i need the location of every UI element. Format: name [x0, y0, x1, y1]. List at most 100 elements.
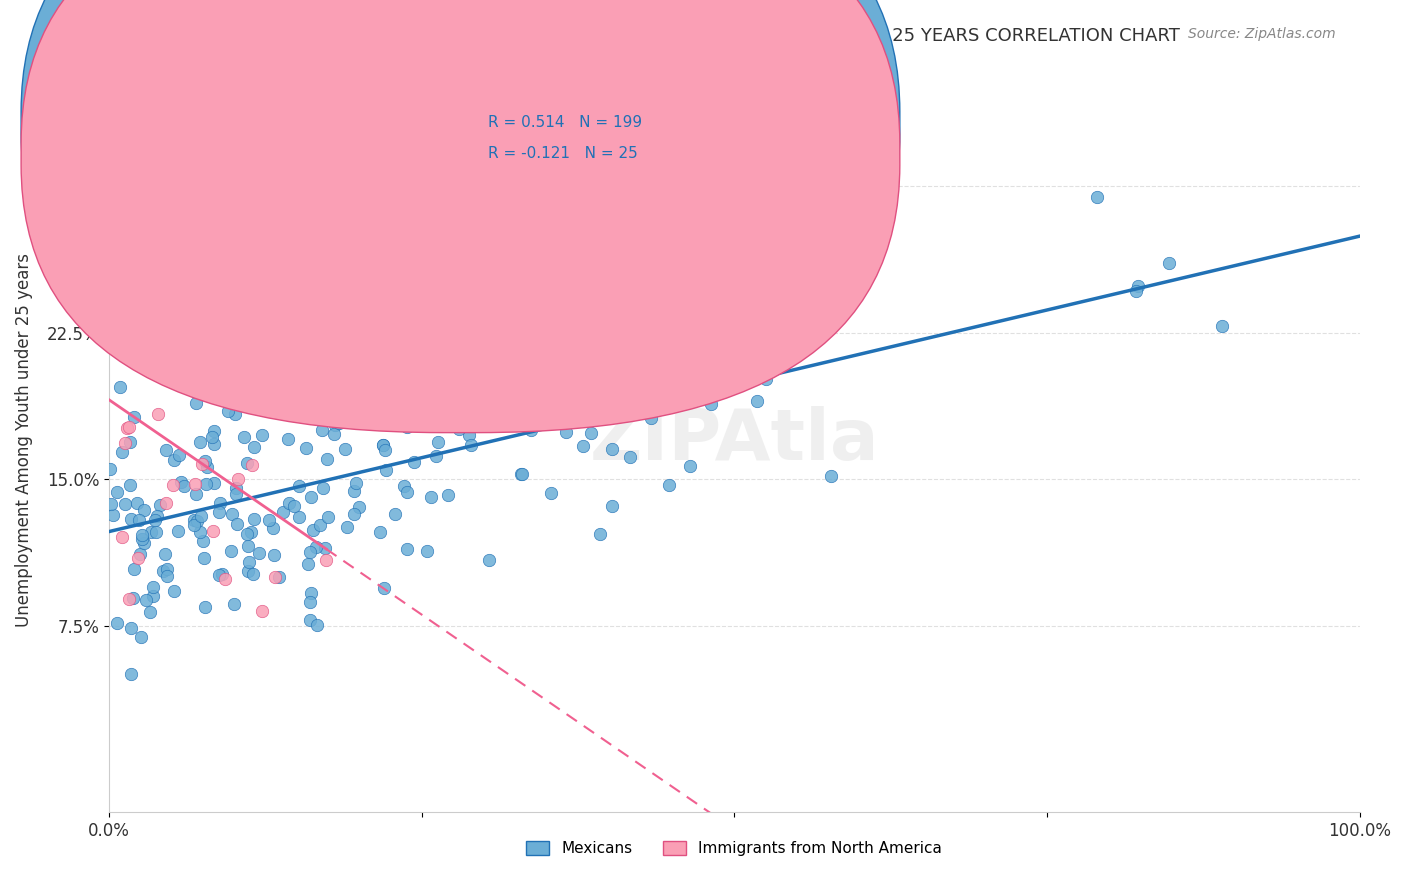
Mexicans [107, 485, 129, 500]
Mexicans [420, 402, 443, 417]
Mexicans [236, 526, 259, 541]
Mexicans [225, 481, 247, 495]
Immigrants from North America [111, 530, 134, 544]
Immigrants from North America [98, 325, 121, 339]
Mexicans [100, 497, 122, 511]
Mexicans [619, 450, 641, 465]
Mexicans [278, 496, 301, 510]
Mexicans [167, 448, 190, 462]
Mexicans [139, 524, 162, 539]
Mexicans [510, 467, 533, 481]
Mexicans [426, 434, 449, 449]
Immigrants from North America [226, 472, 249, 486]
Mexicans [217, 404, 239, 418]
Mexicans [120, 621, 142, 635]
Mexicans [243, 512, 266, 526]
Mexicans [478, 552, 501, 566]
Legend: Mexicans, Immigrants from North America: Mexicans, Immigrants from North America [519, 833, 950, 863]
Mexicans [141, 590, 163, 604]
Mexicans [127, 496, 149, 510]
Mexicans [314, 541, 336, 556]
Mexicans [396, 420, 419, 434]
Mexicans [202, 437, 225, 451]
Mexicans [170, 475, 193, 489]
Mexicans [679, 459, 702, 474]
Mexicans [329, 336, 352, 351]
Mexicans [820, 469, 842, 483]
Immigrants from North America [252, 604, 274, 618]
Immigrants from North America [114, 435, 136, 450]
Mexicans [134, 503, 156, 517]
Mexicans [103, 508, 125, 522]
Mexicans [299, 586, 322, 600]
Mexicans [449, 422, 471, 436]
Mexicans [238, 565, 260, 579]
Mexicans [589, 526, 612, 541]
Text: R = 0.514   N = 199: R = 0.514 N = 199 [488, 115, 643, 129]
Mexicans [204, 424, 226, 438]
Mexicans [307, 401, 329, 416]
Mexicans [225, 368, 247, 383]
Mexicans [120, 667, 142, 681]
Mexicans [419, 490, 441, 504]
Mexicans [579, 426, 602, 441]
Mexicans [516, 417, 538, 432]
Mexicans [256, 375, 278, 389]
Mexicans [273, 504, 295, 518]
Mexicans [194, 599, 217, 614]
Mexicans [219, 544, 242, 558]
Mexicans [323, 427, 346, 442]
Mexicans [404, 455, 426, 469]
Mexicans [247, 546, 270, 560]
Mexicans [396, 485, 419, 500]
Mexicans [188, 524, 211, 539]
Mexicans [298, 545, 321, 559]
Mexicans [343, 483, 366, 498]
Mexicans [387, 395, 409, 409]
Text: Source: ZipAtlas.com: Source: ZipAtlas.com [1188, 27, 1336, 41]
Mexicans [131, 528, 153, 542]
Mexicans [700, 397, 723, 411]
Mexicans [152, 565, 174, 579]
Mexicans [195, 460, 218, 475]
Mexicans [305, 540, 328, 554]
Mexicans [1085, 190, 1108, 204]
Mexicans [368, 524, 391, 539]
Mexicans [131, 631, 153, 645]
Mexicans [347, 500, 370, 514]
Mexicans [269, 570, 291, 584]
Mexicans [319, 376, 342, 391]
Mexicans [110, 380, 132, 394]
Mexicans [98, 462, 121, 476]
Mexicans [288, 509, 311, 524]
Mexicans [433, 244, 456, 258]
Mexicans [143, 513, 166, 527]
Mexicans [301, 523, 323, 537]
Mexicans [602, 499, 624, 513]
Mexicans [122, 591, 145, 606]
Mexicans [224, 407, 246, 421]
Immigrants from North America [118, 591, 141, 606]
Mexicans [194, 453, 217, 467]
Mexicans [283, 499, 305, 513]
Mexicans [242, 567, 264, 582]
Mexicans [186, 514, 208, 528]
Immigrants from North America [197, 303, 219, 318]
Mexicans [146, 508, 169, 523]
Immigrants from North America [125, 297, 148, 311]
Mexicans [371, 438, 394, 452]
Mexicans [571, 439, 593, 453]
Mexicans [335, 442, 357, 457]
Mexicans [128, 513, 150, 527]
Mexicans [529, 375, 551, 389]
Immigrants from North America [315, 553, 337, 567]
Mexicans [536, 376, 558, 390]
Mexicans [308, 518, 330, 533]
Mexicans [236, 539, 259, 553]
Mexicans [560, 394, 582, 409]
Immigrants from North America [118, 419, 141, 434]
Mexicans [184, 486, 207, 500]
Mexicans [406, 369, 429, 384]
Mexicans [221, 507, 243, 521]
Mexicans [688, 347, 710, 361]
